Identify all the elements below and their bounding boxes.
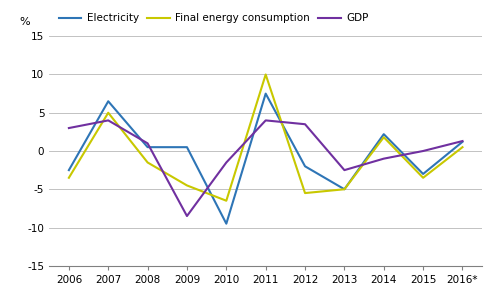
GDP [105, 119, 111, 122]
Electricity [105, 99, 111, 103]
Electricity [302, 165, 308, 168]
Electricity [145, 145, 151, 149]
Electricity [66, 168, 72, 172]
Line: Electricity: Electricity [69, 94, 462, 224]
GDP [263, 119, 269, 122]
Text: %: % [19, 17, 30, 27]
GDP [223, 161, 229, 164]
Electricity [420, 172, 426, 176]
Electricity [460, 140, 465, 144]
Electricity [381, 132, 387, 136]
Final energy consumption [223, 199, 229, 203]
Electricity [184, 145, 190, 149]
Final energy consumption [184, 184, 190, 187]
Final energy consumption [145, 161, 151, 164]
Final energy consumption [381, 135, 387, 139]
Electricity [223, 222, 229, 226]
Final energy consumption [341, 188, 347, 191]
GDP [420, 149, 426, 153]
GDP [66, 126, 72, 130]
GDP [460, 139, 465, 143]
Electricity [263, 92, 269, 95]
Line: GDP: GDP [69, 120, 462, 216]
Final energy consumption [263, 73, 269, 76]
GDP [302, 122, 308, 126]
Electricity [341, 188, 347, 191]
Final energy consumption [420, 176, 426, 180]
Line: Final energy consumption: Final energy consumption [69, 75, 462, 201]
Final energy consumption [66, 176, 72, 180]
Final energy consumption [460, 145, 465, 149]
GDP [381, 157, 387, 160]
GDP [145, 142, 151, 145]
GDP [341, 168, 347, 172]
Final energy consumption [105, 111, 111, 114]
GDP [184, 214, 190, 218]
Final energy consumption [302, 191, 308, 195]
Legend: Electricity, Final energy consumption, GDP: Electricity, Final energy consumption, G… [55, 9, 373, 28]
